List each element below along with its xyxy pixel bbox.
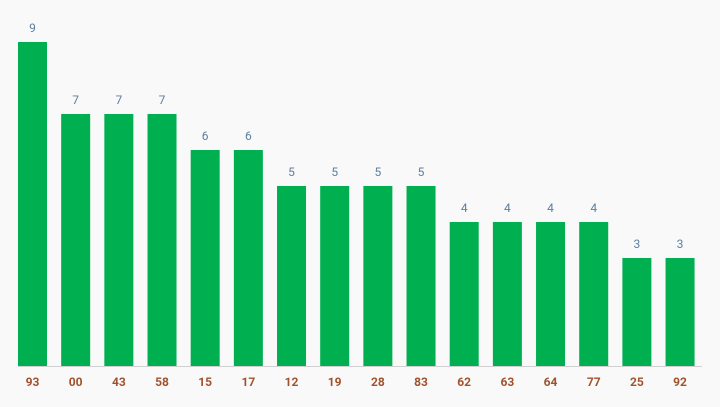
bar	[406, 186, 436, 366]
bar	[665, 258, 695, 366]
x-tick-label: 77	[587, 375, 601, 389]
value-label: 5	[418, 165, 425, 179]
bar	[104, 114, 134, 366]
bar	[233, 150, 263, 366]
value-label: 5	[288, 165, 295, 179]
bar	[61, 114, 91, 366]
bar	[622, 258, 652, 366]
x-tick-label: 62	[457, 375, 471, 389]
value-label: 5	[331, 165, 338, 179]
x-tick-label: 25	[630, 375, 644, 389]
bar	[536, 222, 566, 366]
value-label: 9	[29, 21, 36, 35]
bar	[579, 222, 609, 366]
value-label: 6	[245, 129, 252, 143]
value-label: 5	[374, 165, 381, 179]
x-tick-label: 58	[155, 375, 169, 389]
bar	[320, 186, 350, 366]
value-label: 4	[504, 201, 511, 215]
bar	[363, 186, 393, 366]
bar	[190, 150, 220, 366]
value-label: 7	[159, 93, 166, 107]
x-tick-label: 63	[500, 375, 514, 389]
bar	[277, 186, 307, 366]
x-tick-label: 83	[414, 375, 428, 389]
x-tick-label: 17	[241, 375, 255, 389]
bar	[449, 222, 479, 366]
value-label: 4	[590, 201, 597, 215]
x-tick-label: 28	[371, 375, 385, 389]
x-tick-label: 12	[285, 375, 299, 389]
value-label: 6	[202, 129, 209, 143]
bar	[492, 222, 522, 366]
bar	[147, 114, 177, 366]
value-label: 3	[634, 237, 641, 251]
x-tick-label: 15	[198, 375, 212, 389]
x-tick-label: 93	[26, 375, 40, 389]
x-tick-label: 92	[673, 375, 687, 389]
x-tick-label: 19	[328, 375, 342, 389]
value-label: 4	[461, 201, 468, 215]
bar	[18, 42, 47, 366]
value-label: 7	[115, 93, 122, 107]
value-label: 7	[72, 93, 79, 107]
x-tick-label: 64	[544, 375, 558, 389]
x-tick-label: 43	[112, 375, 126, 389]
value-label: 3	[677, 237, 684, 251]
value-label: 4	[547, 201, 554, 215]
x-tick-label: 00	[69, 375, 83, 389]
